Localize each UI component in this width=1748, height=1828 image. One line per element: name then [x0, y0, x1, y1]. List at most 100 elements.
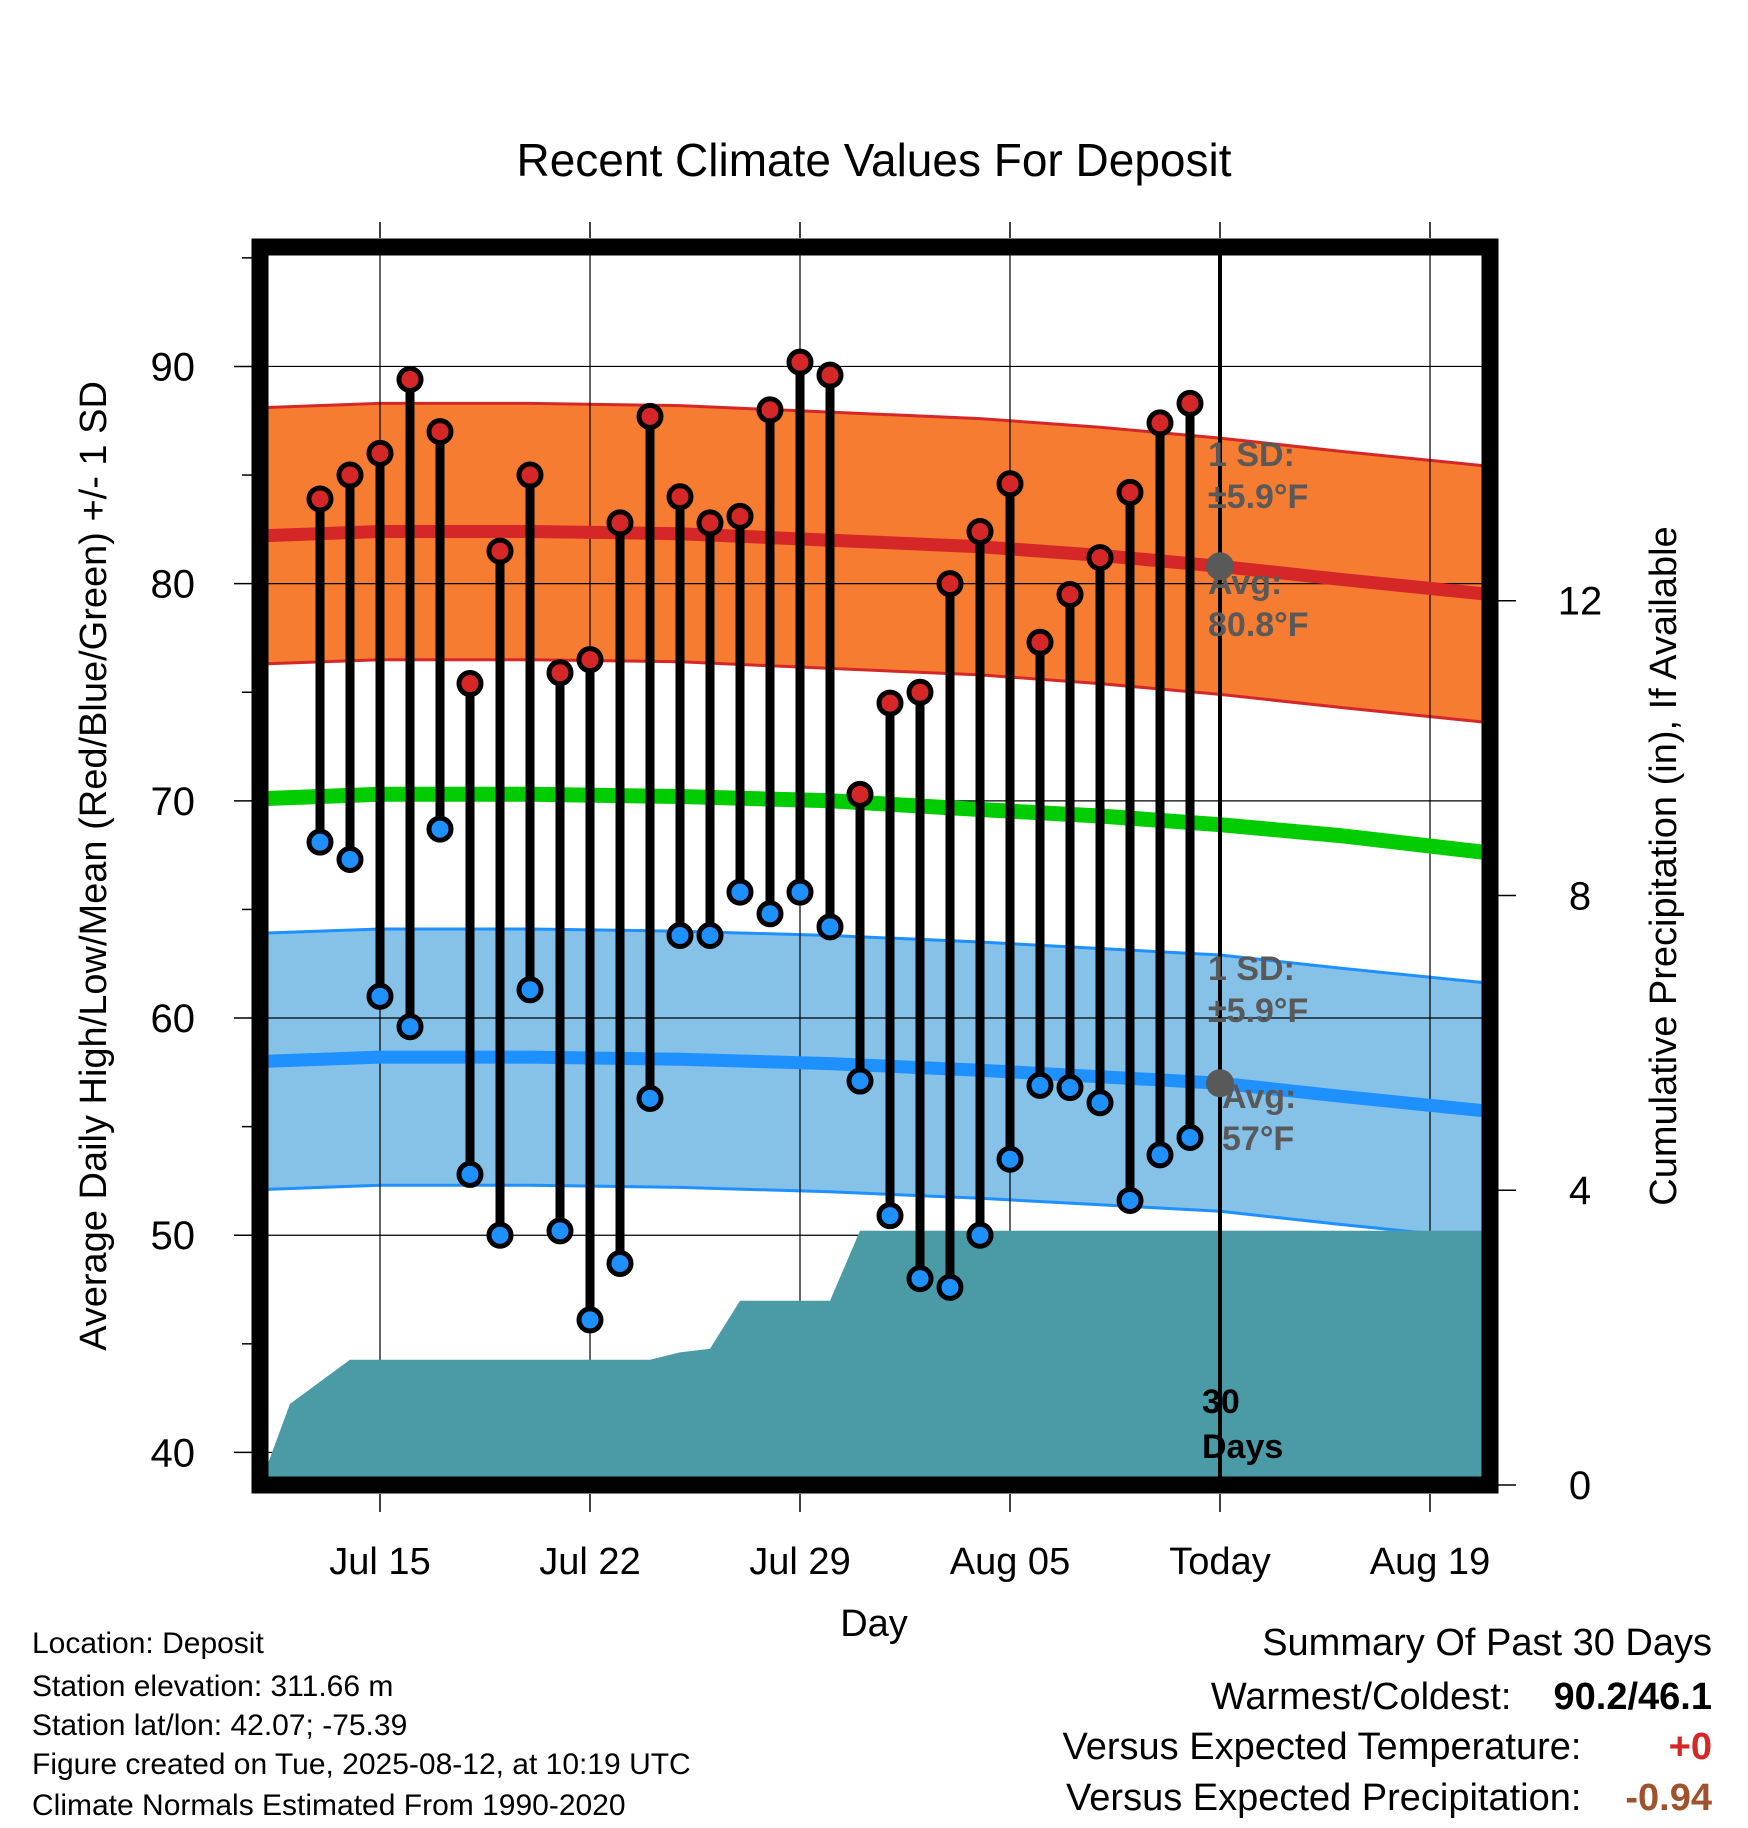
daily-low-point: [636, 1084, 664, 1112]
daily-high-point: [636, 402, 664, 430]
daily-high-point: [846, 780, 874, 808]
x-axis-label: Day: [840, 1603, 908, 1645]
daily-low-point: [516, 976, 544, 1004]
x-tick-label: Aug 19: [1370, 1541, 1490, 1583]
y-left-tick-label: 60: [151, 997, 196, 1041]
summary-warmest-value: 90.2/46.1: [1553, 1676, 1712, 1718]
high-sd-label: 1 SD:: [1208, 436, 1295, 474]
daily-low-point: [936, 1273, 964, 1301]
low-sd-value: ±5.9°F: [1208, 992, 1308, 1030]
low-normal-line: [259, 1050, 1491, 1118]
daily-low-point: [1026, 1071, 1054, 1099]
daily-low-point: [996, 1145, 1024, 1173]
chart-title: Recent Climate Values For Deposit: [517, 134, 1232, 186]
summary-warmest-label: Warmest/Coldest:: [1210, 1676, 1512, 1718]
daily-high-point: [486, 537, 514, 565]
mean-normal-line: [259, 786, 1491, 861]
daily-low-point: [876, 1202, 904, 1230]
x-tick-label: Today: [1169, 1541, 1270, 1583]
daily-low-point: [606, 1249, 634, 1277]
daily-high-point: [1026, 628, 1054, 656]
daily-low-point: [546, 1217, 574, 1245]
daily-low-point: [1056, 1074, 1084, 1102]
daily-low-point: [456, 1160, 484, 1188]
daily-high-point: [696, 509, 724, 537]
daily-high-point: [906, 678, 934, 706]
y-left-tick-label: 40: [151, 1431, 196, 1475]
daily-low-point: [666, 922, 694, 950]
summary-temp-row: Versus Expected Temperature: +0: [1063, 1726, 1712, 1769]
high-normal-line: [259, 525, 1491, 601]
x-tick-label: Aug 05: [950, 1541, 1070, 1583]
y-left-tick-label: 50: [151, 1214, 196, 1258]
daily-low-point: [486, 1221, 514, 1249]
daily-high-point: [366, 439, 394, 467]
daily-high-point: [1146, 409, 1174, 437]
summary-precip-label: Versus Expected Precipitation:: [1066, 1777, 1582, 1819]
daily-low-point: [1086, 1089, 1114, 1117]
summary-precip-row: Versus Expected Precipitation: -0.94: [1066, 1777, 1712, 1820]
daily-high-point: [816, 361, 844, 389]
daily-low-point: [906, 1265, 934, 1293]
y-right-tick-label: 12: [1558, 580, 1603, 624]
info-location: Location: Deposit: [32, 1627, 264, 1660]
low-sd-label: 1 SD:: [1208, 950, 1295, 988]
daily-high-point: [666, 483, 694, 511]
x-tick-label: Jul 22: [539, 1541, 640, 1583]
daily-low-point: [786, 878, 814, 906]
daily-high-point: [606, 509, 634, 537]
daily-high-point: [1086, 544, 1114, 572]
info-elevation: Station elevation: 311.66 m: [32, 1670, 394, 1703]
daily-low-point: [696, 922, 724, 950]
window-label-text: Days: [1202, 1428, 1283, 1466]
y-left-tick-label: 70: [151, 780, 196, 824]
daily-high-point: [726, 502, 754, 530]
precip-area: [260, 1230, 1490, 1485]
high-sd-band: [260, 403, 1490, 723]
daily-high-point: [576, 646, 604, 674]
daily-high-point: [396, 365, 424, 393]
high-sd-value: ±5.9°F: [1208, 478, 1308, 516]
daily-low-point: [846, 1067, 874, 1095]
daily-low-point: [396, 1013, 424, 1041]
low-band-lower-edge: [259, 1183, 1491, 1242]
daily-high-point: [1176, 389, 1204, 417]
y-axis-label-right: Cumulative Precipitation (in), If Availa…: [1643, 526, 1685, 1205]
daily-high-point: [966, 518, 994, 546]
y-left-tick-label: 90: [151, 345, 196, 389]
daily-high-point: [306, 485, 334, 513]
daily-high-point: [996, 470, 1024, 498]
y-axis-label-left: Average Daily High/Low/Mean (Red/Blue/Gr…: [73, 381, 115, 1351]
summary-precip-value: -0.94: [1625, 1777, 1712, 1819]
daily-low-point: [426, 815, 454, 843]
daily-high-point: [456, 670, 484, 698]
daily-low-point: [966, 1221, 994, 1249]
daily-high-point: [546, 659, 574, 687]
high-band-upper-edge: [259, 401, 1491, 468]
daily-high-point: [516, 461, 544, 489]
plot-area: 1 SD: ±5.9°F Avg: 80.8°F 1 SD: ±5.9°F Av…: [251, 238, 1499, 1494]
daily-high-point: [426, 418, 454, 446]
plot-frame: [251, 238, 1499, 1494]
y-left-tick-label: 80: [151, 563, 196, 607]
today-low-normal-marker: [1206, 1069, 1234, 1098]
daily-low-point: [576, 1306, 604, 1334]
daily-low-point: [1146, 1141, 1174, 1169]
x-tick-label: Jul 15: [329, 1541, 430, 1583]
high-avg-label: Avg:: [1208, 564, 1282, 602]
summary-title: Summary Of Past 30 Days: [1262, 1622, 1712, 1664]
y-right-tick-label: 4: [1569, 1169, 1591, 1213]
summary-temp-value: +0: [1668, 1726, 1712, 1768]
daily-low-point: [336, 845, 364, 873]
low-sd-band: [260, 929, 1490, 1240]
daily-low-point: [726, 878, 754, 906]
today-high-normal-marker: [1206, 552, 1234, 581]
x-tick-label: Jul 29: [749, 1541, 850, 1583]
daily-low-point: [1116, 1186, 1144, 1214]
daily-high-point: [1116, 478, 1144, 506]
low-avg-value: 57°F: [1222, 1120, 1294, 1158]
daily-low-point: [306, 828, 334, 856]
info-latlon: Station lat/lon: 42.07; -75.39: [32, 1709, 408, 1742]
low-band-upper-edge: [259, 927, 1491, 985]
